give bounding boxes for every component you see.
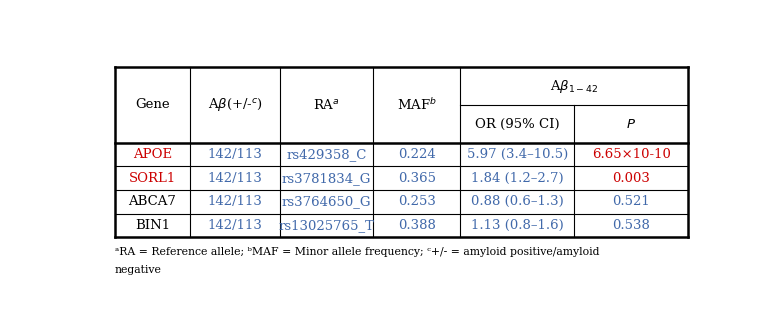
Text: RA$^a$: RA$^a$ — [313, 98, 340, 112]
Text: 0.521: 0.521 — [612, 195, 650, 208]
Text: MAF$^b$: MAF$^b$ — [397, 97, 436, 113]
Text: 142/113: 142/113 — [208, 195, 263, 208]
Text: rs3781834_G: rs3781834_G — [282, 172, 371, 185]
Text: 5.97 (3.4–10.5): 5.97 (3.4–10.5) — [467, 148, 568, 161]
Text: 0.538: 0.538 — [612, 219, 650, 232]
Text: rs13025765_T: rs13025765_T — [279, 219, 374, 232]
Text: 6.65×10-10: 6.65×10-10 — [592, 148, 671, 161]
Text: 0.388: 0.388 — [398, 219, 436, 232]
Text: negative: negative — [115, 265, 162, 275]
Text: 0.88 (0.6–1.3): 0.88 (0.6–1.3) — [471, 195, 563, 208]
Text: ABCA7: ABCA7 — [129, 195, 177, 208]
Text: Gene: Gene — [135, 98, 170, 111]
Text: 142/113: 142/113 — [208, 172, 263, 185]
Text: 142/113: 142/113 — [208, 219, 263, 232]
Text: 1.84 (1.2–2.7): 1.84 (1.2–2.7) — [471, 172, 563, 185]
Text: ᵃRA = Reference allele; ᵇMAF = Minor allele frequency; ᶜ+/- = amyloid positive/a: ᵃRA = Reference allele; ᵇMAF = Minor all… — [115, 247, 599, 257]
Text: $P$: $P$ — [626, 118, 636, 131]
Text: OR (95% CI): OR (95% CI) — [475, 118, 560, 131]
Text: A$\beta$(+/-$^c$): A$\beta$(+/-$^c$) — [208, 96, 263, 113]
Text: BIN1: BIN1 — [135, 219, 170, 232]
Text: 0.365: 0.365 — [398, 172, 436, 185]
Text: SORL1: SORL1 — [129, 172, 176, 185]
Text: 0.224: 0.224 — [398, 148, 436, 161]
Text: rs3764650_G: rs3764650_G — [282, 195, 371, 208]
Text: A$\beta_{1-42}$: A$\beta_{1-42}$ — [550, 78, 598, 95]
Text: 1.13 (0.8–1.6): 1.13 (0.8–1.6) — [471, 219, 563, 232]
Text: rs429358_C: rs429358_C — [287, 148, 367, 161]
Text: 0.003: 0.003 — [612, 172, 650, 185]
Text: 0.253: 0.253 — [398, 195, 436, 208]
Text: APOE: APOE — [133, 148, 172, 161]
Text: 142/113: 142/113 — [208, 148, 263, 161]
